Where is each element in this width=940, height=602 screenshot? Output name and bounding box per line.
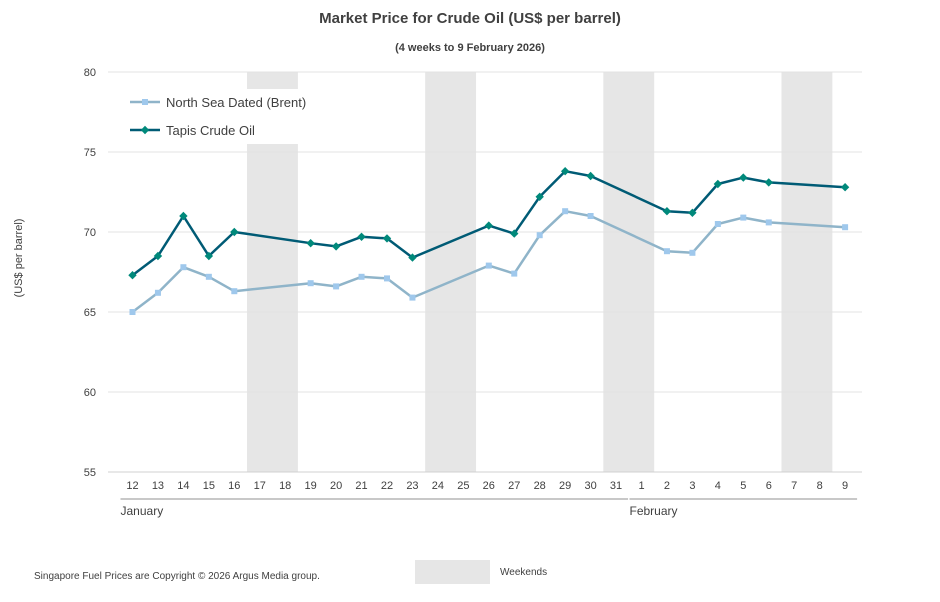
x-tick-label: 15 bbox=[203, 480, 215, 492]
x-tick-label: 13 bbox=[152, 480, 164, 492]
x-tick-label: 20 bbox=[330, 480, 342, 492]
copyright-text: Singapore Fuel Prices are Copyright © 20… bbox=[34, 571, 320, 582]
x-tick-label: 18 bbox=[279, 480, 291, 492]
legend-box bbox=[124, 89, 324, 144]
data-point bbox=[714, 221, 721, 227]
data-point bbox=[154, 289, 161, 296]
y-tick-label: 80 bbox=[84, 67, 96, 79]
data-point bbox=[230, 227, 239, 237]
x-tick-label: 31 bbox=[610, 480, 622, 492]
weekend-band bbox=[603, 72, 655, 472]
x-tick-label: 24 bbox=[432, 480, 444, 492]
legend-marker bbox=[142, 99, 148, 105]
data-point bbox=[358, 273, 365, 280]
weekend-band bbox=[425, 72, 477, 472]
data-point bbox=[840, 183, 850, 192]
data-point bbox=[535, 192, 544, 201]
data-point bbox=[764, 178, 773, 187]
data-point bbox=[153, 251, 163, 261]
x-tick-label: 7 bbox=[791, 480, 797, 492]
chart-title: Market Price for Crude Oil (US$ per barr… bbox=[319, 10, 621, 27]
data-point bbox=[179, 211, 188, 221]
data-point bbox=[408, 253, 417, 262]
x-tick-label: 16 bbox=[228, 480, 240, 492]
data-point bbox=[586, 171, 595, 181]
x-tick-label: 9 bbox=[842, 480, 848, 492]
data-point bbox=[128, 271, 137, 280]
y-tick-label: 65 bbox=[84, 307, 96, 319]
weekend-band bbox=[781, 72, 833, 472]
data-point bbox=[333, 283, 340, 290]
data-point bbox=[129, 309, 136, 315]
x-tick-label: 4 bbox=[715, 480, 721, 492]
data-point bbox=[562, 208, 569, 215]
x-tick-label: 1 bbox=[638, 480, 644, 492]
chart-subtitle: (4 weeks to 9 February 2026) bbox=[395, 42, 545, 54]
data-point bbox=[205, 273, 212, 280]
x-tick-label: 22 bbox=[381, 480, 393, 492]
data-point bbox=[765, 219, 772, 226]
data-point bbox=[560, 167, 570, 176]
data-point bbox=[713, 179, 723, 189]
data-point bbox=[306, 239, 315, 248]
x-tick-label: 28 bbox=[534, 480, 546, 492]
data-point bbox=[382, 234, 392, 243]
weekends-legend-label: Weekends bbox=[500, 567, 548, 578]
data-point bbox=[180, 264, 187, 271]
y-tick-label: 75 bbox=[84, 147, 96, 159]
data-point bbox=[485, 262, 492, 269]
legend-label: Tapis Crude Oil bbox=[166, 123, 255, 138]
x-tick-label: 3 bbox=[689, 480, 695, 492]
y-axis-title: (US$ per barrel) bbox=[13, 219, 25, 298]
x-tick-label: 26 bbox=[483, 480, 495, 492]
x-tick-label: 2 bbox=[664, 480, 670, 492]
data-point bbox=[409, 294, 416, 301]
legend-marker bbox=[140, 125, 150, 135]
data-point bbox=[688, 208, 697, 217]
month-label: January bbox=[121, 504, 164, 518]
x-tick-label: 30 bbox=[584, 480, 596, 492]
data-point bbox=[842, 224, 849, 231]
x-tick-label: 6 bbox=[766, 480, 772, 492]
data-point bbox=[231, 288, 238, 295]
x-tick-label: 29 bbox=[559, 480, 571, 492]
y-tick-label: 55 bbox=[84, 467, 96, 479]
data-point bbox=[587, 213, 594, 219]
month-label: February bbox=[630, 504, 678, 518]
x-tick-label: 27 bbox=[508, 480, 520, 492]
x-tick-label: 5 bbox=[740, 480, 746, 492]
legend-label: North Sea Dated (Brent) bbox=[166, 95, 306, 110]
data-point bbox=[510, 229, 519, 238]
data-point bbox=[331, 242, 341, 251]
data-point bbox=[740, 214, 747, 221]
data-point bbox=[663, 248, 670, 255]
data-point bbox=[511, 270, 518, 277]
x-tick-label: 25 bbox=[457, 480, 469, 492]
data-point bbox=[357, 232, 366, 241]
data-point bbox=[662, 207, 672, 216]
data-point bbox=[484, 221, 493, 230]
data-point bbox=[739, 173, 748, 182]
x-tick-label: 17 bbox=[254, 480, 266, 492]
x-tick-label: 23 bbox=[406, 480, 418, 492]
data-point bbox=[689, 249, 696, 256]
data-point bbox=[536, 232, 543, 239]
data-point bbox=[204, 251, 214, 261]
x-tick-label: 12 bbox=[126, 480, 138, 492]
data-point bbox=[384, 275, 390, 282]
x-tick-label: 19 bbox=[305, 480, 317, 492]
weekends-legend-swatch bbox=[415, 560, 490, 584]
x-tick-label: 14 bbox=[177, 480, 189, 492]
y-tick-label: 70 bbox=[84, 227, 96, 239]
data-point bbox=[307, 280, 314, 287]
x-tick-label: 21 bbox=[355, 480, 367, 492]
y-tick-label: 60 bbox=[84, 387, 96, 399]
x-tick-label: 8 bbox=[817, 480, 823, 492]
